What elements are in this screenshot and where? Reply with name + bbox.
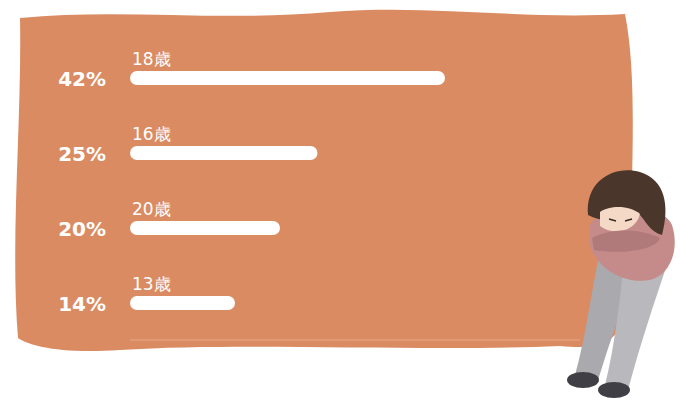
svg-text:18歳: 18歳 [132, 49, 171, 69]
svg-text:16歳: 16歳 [132, 124, 171, 144]
svg-text:20%: 20% [58, 217, 106, 241]
svg-text:42%: 42% [58, 67, 106, 91]
svg-text:25%: 25% [58, 142, 106, 166]
svg-text:14%: 14% [58, 292, 106, 316]
svg-text:20歳: 20歳 [132, 199, 171, 219]
svg-text:13歳: 13歳 [132, 274, 171, 294]
